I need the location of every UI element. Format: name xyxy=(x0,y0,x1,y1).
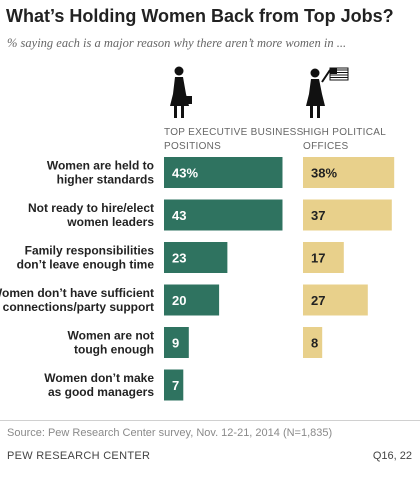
row-label: Women don’t make as good managers xyxy=(44,371,154,399)
political-bar xyxy=(303,242,344,273)
row-label: Women don’t have sufficient connections/p… xyxy=(0,286,154,314)
business-bar-value: 20 xyxy=(172,293,186,308)
row-label: Family responsibilities don’t leave enoug… xyxy=(17,244,155,272)
business-bar-value: 43% xyxy=(172,166,198,181)
business-bar xyxy=(164,284,220,316)
row-label: Not ready to hire/elect women leaders xyxy=(28,201,154,229)
row-label: Women are not tough enough xyxy=(68,329,154,357)
business-bar xyxy=(164,157,283,188)
business-bar-value: 7 xyxy=(172,378,179,393)
row-label: Women are held to higher standards xyxy=(47,159,154,187)
business-bar-value: 43 xyxy=(172,208,186,223)
org-credit: PEW RESEARCH CENTER xyxy=(7,450,151,462)
political-bar-value: 37 xyxy=(311,208,325,223)
question-code: Q16, 22 xyxy=(372,450,412,462)
political-bar-value: 8 xyxy=(311,336,318,351)
political-bar xyxy=(303,157,395,188)
political-bar xyxy=(303,284,368,316)
political-column-header: HIGH POLITICAL OFFICES xyxy=(303,127,386,152)
bar-chart: Women are held to higher standards 43% 38% N… xyxy=(0,157,395,401)
footer-divider xyxy=(0,420,420,421)
businesswoman-icon xyxy=(170,66,192,118)
political-bar xyxy=(303,199,392,231)
business-bar xyxy=(164,369,184,401)
business-column-header: TOP EXECUTIVE BUSINESS POSITIONS xyxy=(164,127,304,152)
business-bar-value: 9 xyxy=(172,336,179,351)
business-bar xyxy=(164,327,189,358)
political-bar xyxy=(303,327,323,358)
chart-subtitle: % saying each is a major reason why ther… xyxy=(7,36,347,50)
political-bar-value: 17 xyxy=(311,251,325,266)
business-bar xyxy=(164,199,283,231)
chart-title: What’s Holding Women Back from Top Jobs? xyxy=(6,6,394,26)
political-bar-value: 38% xyxy=(311,166,337,181)
political-bar-value: 27 xyxy=(311,293,325,308)
woman-with-flag-icon xyxy=(306,67,349,118)
source-note: Source: Pew Research Center survey, Nov.… xyxy=(7,427,333,439)
business-bar-value: 23 xyxy=(172,251,186,266)
business-bar xyxy=(164,242,228,273)
